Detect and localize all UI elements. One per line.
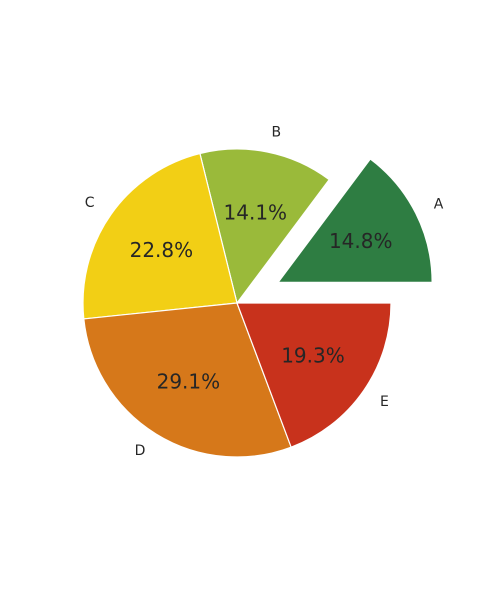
pie-category-label-a: A xyxy=(434,196,444,212)
pie-category-label-d: D xyxy=(135,443,146,459)
pie-slice-a xyxy=(276,158,433,283)
pie-value-label-e: 19.3% xyxy=(281,344,345,368)
pie-slice-b xyxy=(199,148,331,305)
pie-slice-d xyxy=(83,302,292,458)
pie-category-label-c: C xyxy=(85,195,95,211)
pie-slice-e xyxy=(236,302,392,448)
pie-value-label-b: 14.1% xyxy=(224,200,288,224)
pie-slice-c xyxy=(82,152,238,320)
pie-value-label-c: 22.8% xyxy=(130,238,194,262)
pie-category-label-b: B xyxy=(271,124,281,140)
pie-value-label-a: 14.8% xyxy=(329,229,393,253)
pie-category-label-e: E xyxy=(380,394,389,410)
pie-value-label-d: 29.1% xyxy=(157,370,221,394)
